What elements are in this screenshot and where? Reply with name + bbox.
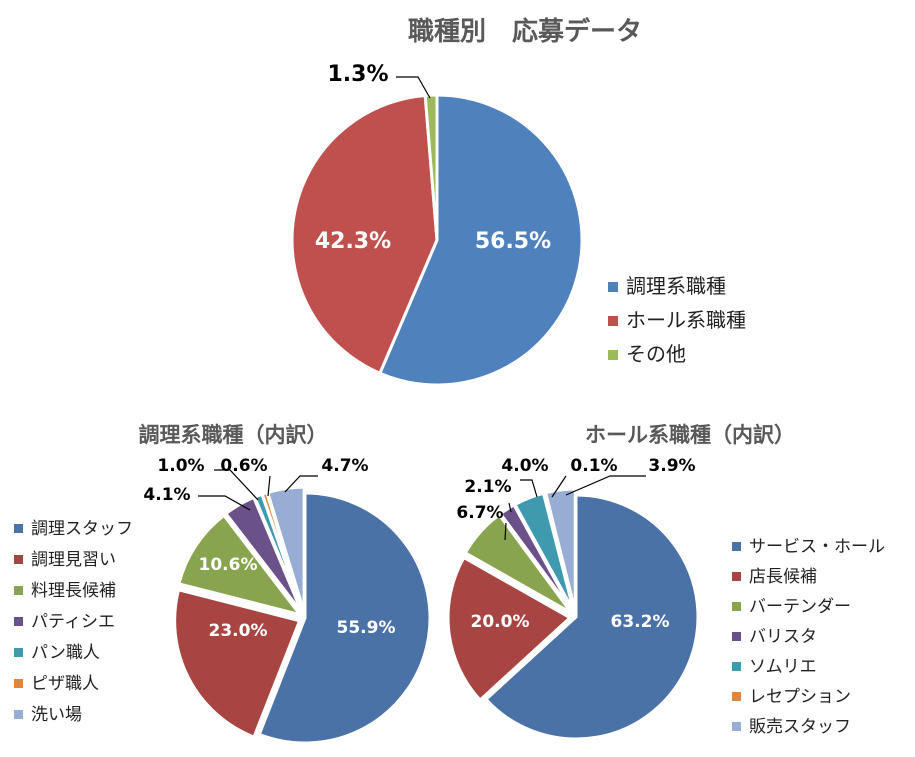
pie-slice-3 xyxy=(177,513,304,618)
data-label: 1.0% xyxy=(157,456,204,476)
chart-title: ホール系職種（内訳） xyxy=(585,423,795,447)
data-label: 42.3% xyxy=(315,229,391,254)
legend-swatch xyxy=(732,662,741,671)
pie-slice-3 xyxy=(463,512,573,615)
legend-swatch xyxy=(14,524,23,533)
pie-slice-7 xyxy=(265,485,306,613)
legend-swatch xyxy=(732,602,741,611)
leader-line xyxy=(214,469,259,501)
legend-swatch xyxy=(14,648,23,657)
data-label: 4.1% xyxy=(143,485,190,505)
data-label: 63.2% xyxy=(611,612,670,632)
leader-line xyxy=(284,475,318,493)
data-label: 1.3% xyxy=(327,62,388,87)
leader-line xyxy=(267,475,271,497)
data-label: 4.0% xyxy=(501,456,548,476)
leader-line xyxy=(504,522,507,541)
legend-label: ホール系職種 xyxy=(626,308,746,332)
data-label: 10.6% xyxy=(199,555,258,575)
legend-label: ソムリエ xyxy=(749,657,817,677)
legend-swatch xyxy=(732,632,741,641)
legend-label: パン職人 xyxy=(31,643,100,663)
leader-line xyxy=(565,475,646,496)
legend-swatch xyxy=(14,679,23,688)
data-label: 56.5% xyxy=(475,229,551,254)
legend-swatch xyxy=(732,722,741,731)
legend-label: 販売スタッフ xyxy=(749,717,851,737)
legend-swatch xyxy=(14,555,23,564)
legend-swatch xyxy=(14,710,23,719)
data-label: 20.0% xyxy=(471,612,530,632)
pie-slice-3 xyxy=(423,93,439,241)
legend-label: 店長候補 xyxy=(749,567,817,587)
pie-slice-1 xyxy=(257,491,432,745)
legend-label: レセプション xyxy=(749,687,851,707)
pie-slice-1 xyxy=(377,93,584,387)
legend-swatch xyxy=(608,282,618,292)
legend-label: パティシエ xyxy=(31,612,115,632)
legend-label: 洗い場 xyxy=(31,705,82,725)
legend-swatch xyxy=(732,542,741,551)
legend-swatch xyxy=(732,572,741,581)
legend-swatch xyxy=(732,692,741,701)
leader-line xyxy=(520,479,538,498)
pie-slice-2 xyxy=(290,93,439,376)
data-label: 3.9% xyxy=(648,456,695,476)
pie-slice-1 xyxy=(483,493,700,741)
leader-line xyxy=(551,475,567,498)
pie-slice-7 xyxy=(543,487,577,612)
legend-swatch xyxy=(14,617,23,626)
legend-label: バリスタ xyxy=(749,627,817,647)
legend-label: バーテンダー xyxy=(749,597,851,617)
chart-title: 職種別 応募データ xyxy=(408,16,642,47)
data-label: 0.6% xyxy=(220,456,267,476)
legend-label: 調理系職種 xyxy=(626,274,726,298)
legend-swatch xyxy=(14,586,23,595)
hall-breakdown-pie-chart: ホール系職種（内訳） 63.2% 20.0% 6.7% 2.1%4.0% 0.1% 3.9… xyxy=(446,423,885,741)
data-label: 0.1% xyxy=(570,456,617,476)
legend-label: 調理見習い xyxy=(31,550,116,570)
legend-swatch xyxy=(608,316,618,326)
legend-swatch xyxy=(608,350,618,360)
legend-label: その他 xyxy=(626,342,686,366)
leader-line xyxy=(396,76,431,99)
data-label: 2.1% xyxy=(464,477,511,497)
data-label: 6.7% xyxy=(456,503,503,523)
data-label: 55.9% xyxy=(337,618,396,638)
data-label: 4.7% xyxy=(321,456,368,476)
data-label: 23.0% xyxy=(209,621,268,641)
chart-title: 調理系職種（内訳） xyxy=(139,423,328,447)
leader-line xyxy=(508,502,512,513)
legend-label: ピザ職人 xyxy=(31,674,99,694)
legend-label: 調理スタッフ xyxy=(31,519,133,539)
cook-breakdown-pie-chart: 調理系職種（内訳） 55.9% 23.0% 10.6% 4.1% 1.0% 0.6% 4.7… xyxy=(14,423,432,745)
legend-label: 料理長候補 xyxy=(31,581,116,601)
leader-line xyxy=(198,495,251,511)
pie-slice-2 xyxy=(173,587,302,740)
pie-slice-2 xyxy=(446,555,573,703)
legend-label: サービス・ホール xyxy=(749,537,885,557)
